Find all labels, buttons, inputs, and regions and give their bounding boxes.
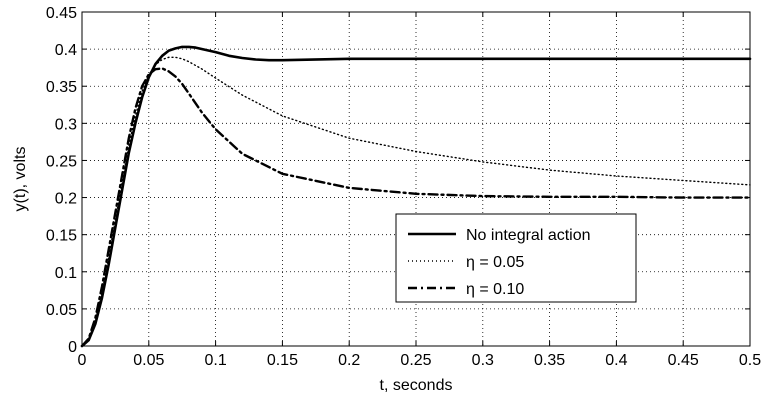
y-tick-label: 0.2 xyxy=(55,191,77,208)
x-tick-label: 0.05 xyxy=(133,352,164,369)
y-tick-label: 0.25 xyxy=(46,153,77,170)
x-tick-label: 0.5 xyxy=(739,352,761,369)
x-tick-label: 0.45 xyxy=(668,352,699,369)
y-tick-label: 0.15 xyxy=(46,228,77,245)
y-tick-label: 0.35 xyxy=(46,79,77,96)
y-tick-label: 0 xyxy=(68,339,77,356)
x-tick-label: 0.15 xyxy=(267,352,298,369)
series-line-3 xyxy=(80,67,752,348)
y-tick-label: 0.05 xyxy=(46,302,77,319)
x-axis-label: t, seconds xyxy=(380,377,453,394)
y-tick-label: 0.1 xyxy=(55,265,77,282)
series-line-1 xyxy=(80,45,752,348)
legend: No integral action η = 0.05 η = 0.10 xyxy=(395,213,637,303)
y-tick-label: 0.45 xyxy=(46,5,77,22)
x-tick-label: 0.4 xyxy=(605,352,627,369)
series-group xyxy=(80,45,752,348)
x-tick-label: 0.2 xyxy=(338,352,360,369)
legend-label: η = 0.10 xyxy=(466,281,524,298)
x-tick-label: 0.1 xyxy=(204,352,226,369)
x-tick-label: 0.3 xyxy=(472,352,494,369)
y-axis-label: y(t), volts xyxy=(12,147,29,212)
tick-labels: 0 0.05 0.1 0.15 0.2 0.25 0.3 0.35 0.4 0.45 0.5 0 0.0… xyxy=(46,5,761,369)
y-tick-label: 0.3 xyxy=(55,116,77,133)
legend-label: No integral action xyxy=(466,227,591,244)
y-tick-label: 0.4 xyxy=(55,42,77,59)
x-tick-label: 0 xyxy=(78,352,87,369)
plot-frame xyxy=(81,11,751,347)
x-tick-label: 0.25 xyxy=(400,352,431,369)
series-line-2 xyxy=(81,56,751,347)
x-tick-label: 0.35 xyxy=(534,352,565,369)
legend-label: η = 0.05 xyxy=(466,254,524,271)
